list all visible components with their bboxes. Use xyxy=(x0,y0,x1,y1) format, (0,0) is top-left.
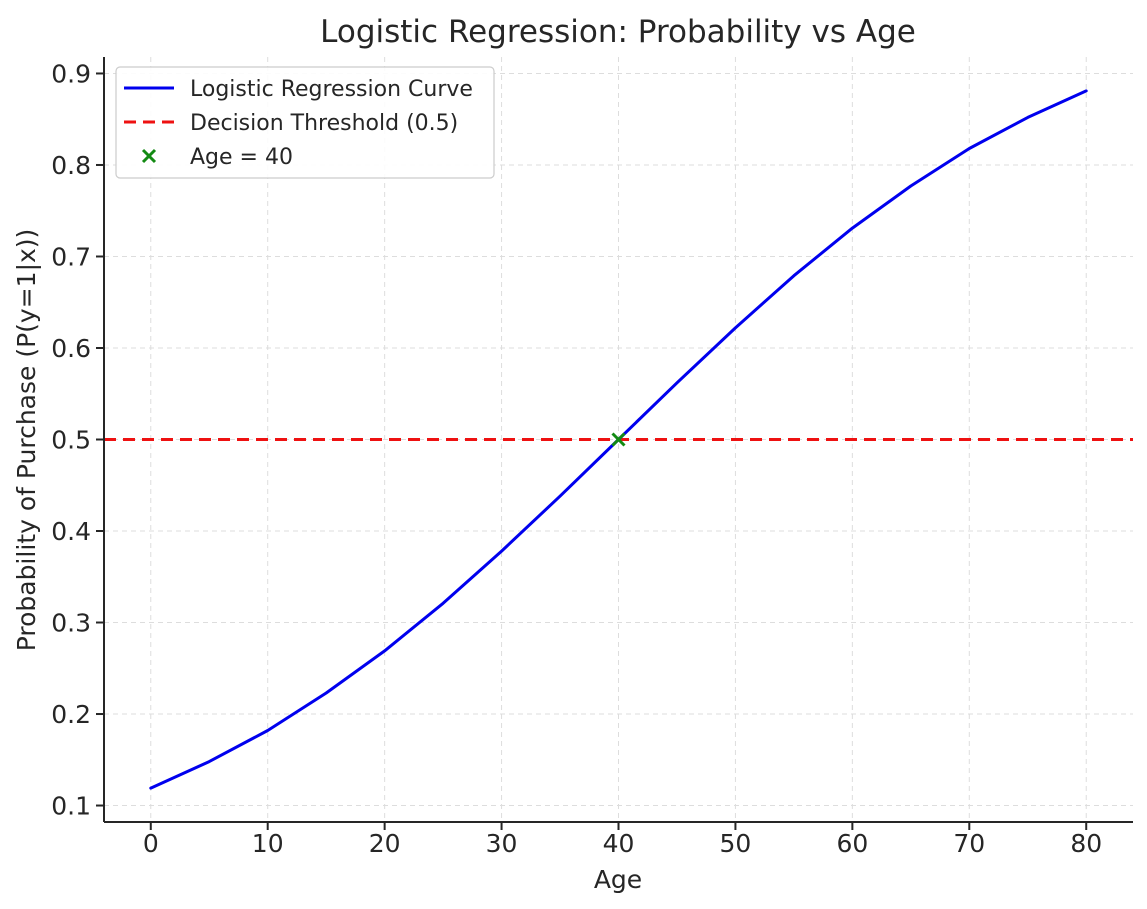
ticks-layer: 0 10 20 30 40 50 60 70 80 0.1 0.2 0.3 0.4 0.5 0.6 0.7 0.… xyxy=(51,59,1102,858)
y-tick-label: 0.2 xyxy=(51,700,91,729)
y-tick-label: 0.3 xyxy=(51,609,91,638)
x-tick-label: 80 xyxy=(1070,829,1102,858)
y-tick-label: 0.6 xyxy=(51,334,91,363)
x-tick-label: 70 xyxy=(953,829,985,858)
x-tick-label: 0 xyxy=(143,829,159,858)
marker-layer xyxy=(611,432,626,447)
legend-entry: Age = 40 xyxy=(141,145,293,170)
marker-stroke xyxy=(611,432,626,447)
legend-label: Decision Threshold (0.5) xyxy=(190,111,458,136)
x-tick-label: 60 xyxy=(836,829,868,858)
chart-title: Logistic Regression: Probability vs Age xyxy=(320,14,916,50)
legend-entry: Decision Threshold (0.5) xyxy=(124,111,458,136)
y-tick-label: 0.1 xyxy=(51,792,91,821)
y-tick-label: 0.4 xyxy=(51,517,91,546)
legend-label: Logistic Regression Curve xyxy=(190,77,473,102)
x-tick-label: 50 xyxy=(720,829,752,858)
x-axis-label: Age xyxy=(594,865,642,894)
legend-label: Age = 40 xyxy=(190,145,293,170)
y-tick-label: 0.7 xyxy=(51,242,91,271)
legend-box xyxy=(115,66,495,179)
y-tick-label: 0.5 xyxy=(51,426,91,455)
x-tick-label: 10 xyxy=(252,829,284,858)
x-tick-label: 30 xyxy=(486,829,518,858)
legend-entry: Logistic Regression Curve xyxy=(124,77,473,102)
legend-swatch xyxy=(141,148,157,164)
legend: Logistic Regression Curve Decision Thresh… xyxy=(115,66,495,179)
y-tick-label: 0.9 xyxy=(51,59,91,88)
x-tick-label: 20 xyxy=(369,829,401,858)
y-tick-label: 0.8 xyxy=(51,151,91,180)
x-tick-label: 40 xyxy=(603,829,635,858)
age-40-marker xyxy=(611,432,626,447)
y-axis-label: Probability of Purchase (P(y=1|x)) xyxy=(12,229,41,652)
